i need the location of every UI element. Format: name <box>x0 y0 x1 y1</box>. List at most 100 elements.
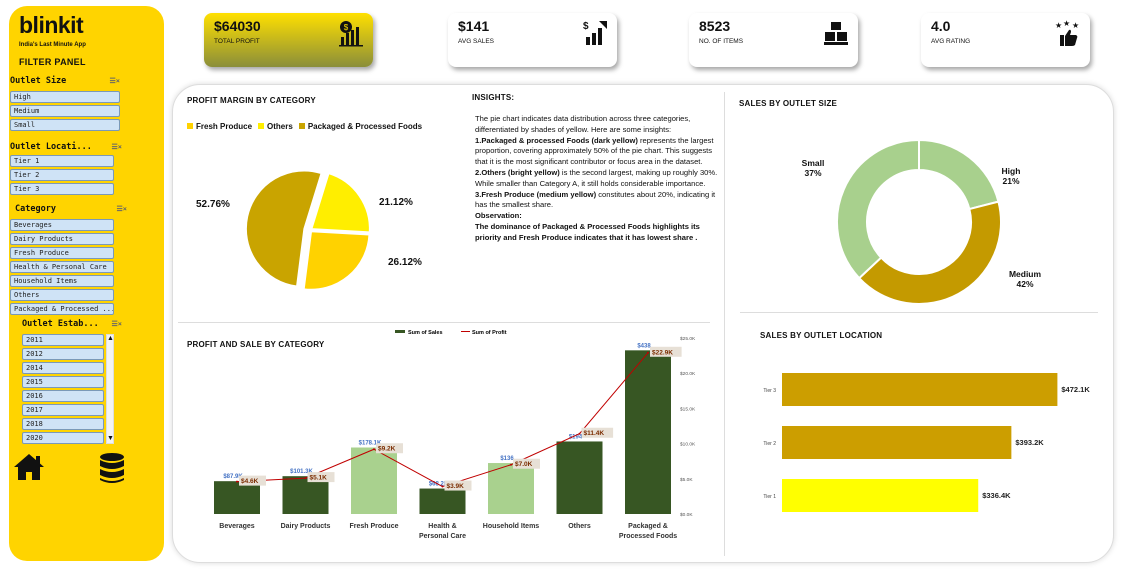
divider <box>740 312 1098 313</box>
insight-2-bold: 2.Others (bright yellow) <box>475 167 560 177</box>
sales-bar <box>488 463 534 514</box>
sales-data-label: $178.1K <box>359 441 382 447</box>
dollar-growth-icon: $ <box>583 21 607 45</box>
kpi-label: AVG RATING <box>931 38 971 45</box>
slicer-item-household[interactable]: Household Items <box>10 275 114 287</box>
legend-item: Others <box>258 122 293 131</box>
slicer-item-2020[interactable]: 2020 <box>22 432 104 444</box>
donut-slice <box>857 200 1002 305</box>
kpi-avg-rating: 4.0 AVG RATING ★ ★ ★ <box>921 13 1090 67</box>
database-icon[interactable] <box>98 452 126 484</box>
brand-tagline: India's Last Minute App <box>19 42 86 48</box>
insight-1: 1.Packaged & processed Foods (dark yello… <box>475 136 721 168</box>
profit-label-bg <box>581 427 614 438</box>
svg-text:$: $ <box>344 23 349 32</box>
donut-label-name: Small <box>801 158 825 168</box>
slicer-item-2016[interactable]: 2016 <box>22 390 104 402</box>
multi-select-icon[interactable]: ☰⨯ <box>109 77 121 85</box>
legend-item: Packaged & Processed Foods <box>298 122 423 131</box>
profit-label-bg <box>307 472 335 483</box>
sales-bar <box>556 441 603 514</box>
legend-label: Others <box>267 122 293 131</box>
multi-select-icon[interactable]: ☰⨯ <box>116 205 128 213</box>
slicer-item-small[interactable]: Small <box>10 119 120 131</box>
profit-label-bg <box>376 443 403 454</box>
legend-item: Fresh Produce <box>187 122 252 131</box>
scroll-up-icon[interactable]: ▲ <box>107 335 114 342</box>
sales-data-label: $87.9K <box>223 474 243 480</box>
slicer-title-text: Category <box>15 204 56 214</box>
slicer-item-others[interactable]: Others <box>10 289 114 301</box>
category-tick-label: Dairy Products <box>281 523 331 530</box>
profit-label-bg <box>444 480 472 491</box>
profit-label-bg <box>513 458 540 469</box>
location-bar <box>782 479 979 512</box>
insights-intro: The pie chart indicates data distributio… <box>475 114 691 134</box>
category-tick-label: Processed Foods <box>619 533 677 540</box>
slicer-item-2015[interactable]: 2015 <box>22 376 104 388</box>
slicer-item-fresh-produce[interactable]: Fresh Produce <box>10 247 114 259</box>
slicer-item-packaged[interactable]: Packaged & Processed ... <box>10 303 114 315</box>
category-tick-label: Health & <box>428 523 456 530</box>
slicer-item-high[interactable]: High <box>10 91 120 103</box>
location-data-label: $336.4K <box>982 491 1011 500</box>
category-tick-label: Fresh Produce <box>349 523 398 530</box>
profit-point <box>441 485 444 488</box>
slicer-item-tier1[interactable]: Tier 1 <box>10 155 114 167</box>
outlet-location-title: SALES BY OUTLET LOCATION <box>760 331 883 340</box>
profit-data-label: $9.2K <box>378 446 396 453</box>
slicer-title-text: Outlet Size <box>10 76 67 86</box>
donut-label-high: High 21% <box>996 166 1026 186</box>
insight-2-text: is the second largest, making up roughly… <box>475 167 718 188</box>
observation-heading: Observation: <box>475 211 721 222</box>
slicer-outlet-location-title: Outlet Locati... ☰⨯ <box>10 142 122 152</box>
donut-label-small: Small 37% <box>796 158 830 178</box>
insight-1-bold: 1.Packaged & processed Foods (dark yello… <box>475 135 638 145</box>
slicer-item-2012[interactable]: 2012 <box>22 348 104 360</box>
insight-3: 3.Fresh Produce (medium yellow) constitu… <box>475 190 721 212</box>
insights-text: The pie chart indicates data distributio… <box>475 114 721 244</box>
slicer-title-text: Outlet Estab... <box>22 319 99 329</box>
brand-logo: blinkit <box>19 12 84 38</box>
scroll-down-icon[interactable]: ▼ <box>107 435 114 442</box>
sales-data-label: $136 <box>500 456 514 462</box>
kpi-label: NO. OF ITEMS <box>699 38 744 45</box>
svg-text:★: ★ <box>1072 21 1079 30</box>
axis-tick-label: $15.0K <box>680 406 696 412</box>
donut-slice <box>918 138 1000 211</box>
profit-point <box>236 480 238 483</box>
insight-1-text: represents the largest proportion, cover… <box>475 135 714 167</box>
donut-label-medium: Medium 42% <box>1002 269 1048 289</box>
outlet-size-donut-chart <box>836 138 1002 305</box>
legend-label: Fresh Produce <box>196 122 253 131</box>
slicer-item-health[interactable]: Health & Personal Care <box>10 261 114 273</box>
kpi-value: $141 <box>458 18 490 34</box>
slicer-item-2018[interactable]: 2018 <box>22 418 104 430</box>
filter-panel-title: FILTER PANEL <box>19 57 86 67</box>
kpi-value: $64030 <box>214 18 261 34</box>
money-bag-chart-icon: $ <box>339 21 363 47</box>
donut-label-name: Medium <box>1008 269 1042 279</box>
observation-bold: The dominance of Packaged & Processed Fo… <box>475 221 700 242</box>
slicer-item-tier3[interactable]: Tier 3 <box>10 183 114 195</box>
kpi-value: 8523 <box>699 18 731 34</box>
slicer-item-2014[interactable]: 2014 <box>22 362 104 374</box>
category-tick-label: Packaged & <box>628 523 668 530</box>
slicer-item-beverages[interactable]: Beverages <box>10 219 114 231</box>
home-icon[interactable] <box>12 452 46 482</box>
divider <box>178 322 710 323</box>
svg-text:★: ★ <box>1055 21 1062 30</box>
multi-select-icon[interactable]: ☰⨯ <box>111 320 123 328</box>
pie-slice <box>245 169 323 288</box>
slicer-item-dairy[interactable]: Dairy Products <box>10 233 114 245</box>
svg-text:$: $ <box>583 21 589 32</box>
slicer-item-medium[interactable]: Medium <box>10 105 120 117</box>
profit-data-label: $7.0K <box>515 461 533 468</box>
slicer-item-2011[interactable]: 2011 <box>22 334 104 346</box>
slicer-scrollbar[interactable]: ▲ ▼ <box>106 334 114 444</box>
slicer-item-tier2[interactable]: Tier 2 <box>10 169 114 181</box>
legend-label: Packaged & Processed Foods <box>307 122 423 131</box>
multi-select-icon[interactable]: ☰⨯ <box>111 143 123 151</box>
slicer-outlet-estab-title: Outlet Estab... ☰⨯ <box>22 319 122 329</box>
slicer-item-2017[interactable]: 2017 <box>22 404 104 416</box>
